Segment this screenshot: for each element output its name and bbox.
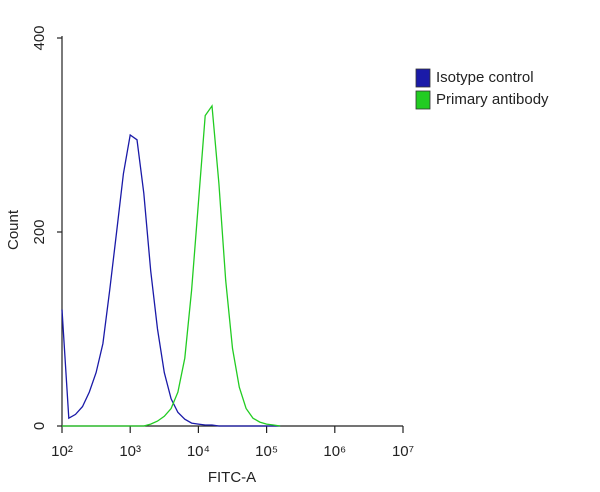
x-tick-label: 10⁶ xyxy=(323,443,346,460)
x-tick-label: 10² xyxy=(51,443,73,460)
y-tick-label: 0 xyxy=(31,422,48,430)
x-tick-label: 10⁴ xyxy=(187,443,210,460)
y-axis-label: Count xyxy=(5,209,22,250)
y-tick-label: 400 xyxy=(31,25,48,50)
legend-swatch xyxy=(415,90,431,110)
x-tick-label: 10⁷ xyxy=(392,443,414,460)
x-axis-label: FITC-A xyxy=(208,469,256,486)
series-line xyxy=(62,104,281,427)
x-tick-label: 10⁵ xyxy=(255,443,278,460)
x-tick-label: 10³ xyxy=(119,443,141,460)
legend-label: Primary antibody xyxy=(436,91,549,108)
legend-swatch xyxy=(415,68,431,88)
legend-label: Isotype control xyxy=(436,69,534,86)
y-tick-label: 200 xyxy=(31,219,48,244)
series-line xyxy=(61,133,281,427)
